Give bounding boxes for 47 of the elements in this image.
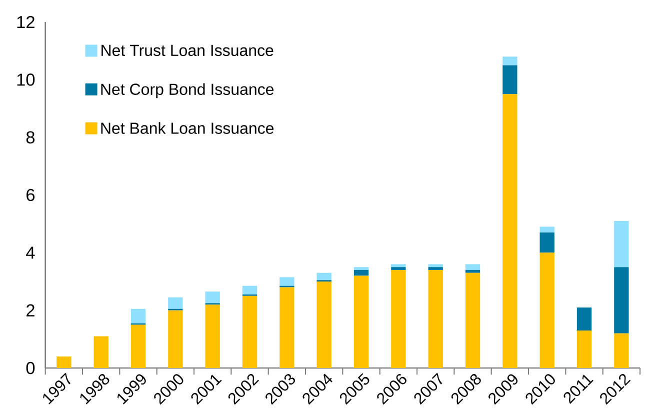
bar	[614, 267, 629, 334]
bar	[614, 220, 629, 268]
bar	[502, 94, 518, 368]
bar	[130, 308, 146, 324]
bar	[465, 272, 480, 368]
legend-label: Net Corp Bond Issuance	[101, 83, 274, 98]
bar	[354, 267, 369, 270]
bar	[428, 264, 443, 268]
bar	[391, 267, 406, 270]
bar	[576, 307, 592, 331]
bar	[242, 286, 258, 294]
bar	[540, 252, 554, 368]
y-tick-label: 4	[26, 246, 35, 259]
y-tick-label: 2	[26, 304, 34, 316]
bar	[465, 264, 480, 270]
bar	[242, 296, 258, 368]
bar	[540, 232, 554, 253]
bar	[168, 297, 183, 309]
y-tick-label: 12	[17, 16, 34, 28]
bar	[168, 310, 183, 368]
bar	[428, 270, 443, 368]
bar	[502, 56, 518, 66]
bar	[130, 324, 146, 368]
bar	[614, 333, 629, 368]
y-tick-label: 10	[17, 74, 35, 86]
bar	[56, 356, 72, 368]
bar	[354, 270, 369, 276]
bar	[316, 281, 332, 368]
bar	[280, 277, 294, 286]
bar	[94, 336, 108, 368]
legend-label: Net Trust Loan Issuance	[102, 44, 274, 56]
bar	[391, 264, 406, 268]
bar	[540, 226, 554, 232]
y-tick-label: 6	[26, 188, 35, 202]
bar	[280, 287, 294, 368]
bar	[354, 276, 369, 368]
bar	[428, 267, 443, 270]
bar	[205, 304, 220, 368]
bar	[502, 65, 518, 94]
bar	[391, 270, 406, 368]
legend-label: Net Bank Loan Issuance	[101, 122, 274, 134]
y-tick-label: 8	[26, 131, 35, 144]
y-tick-label: 0	[26, 362, 35, 374]
bar	[316, 272, 332, 280]
bar	[205, 292, 220, 304]
bar	[576, 330, 592, 368]
bar	[465, 270, 480, 273]
